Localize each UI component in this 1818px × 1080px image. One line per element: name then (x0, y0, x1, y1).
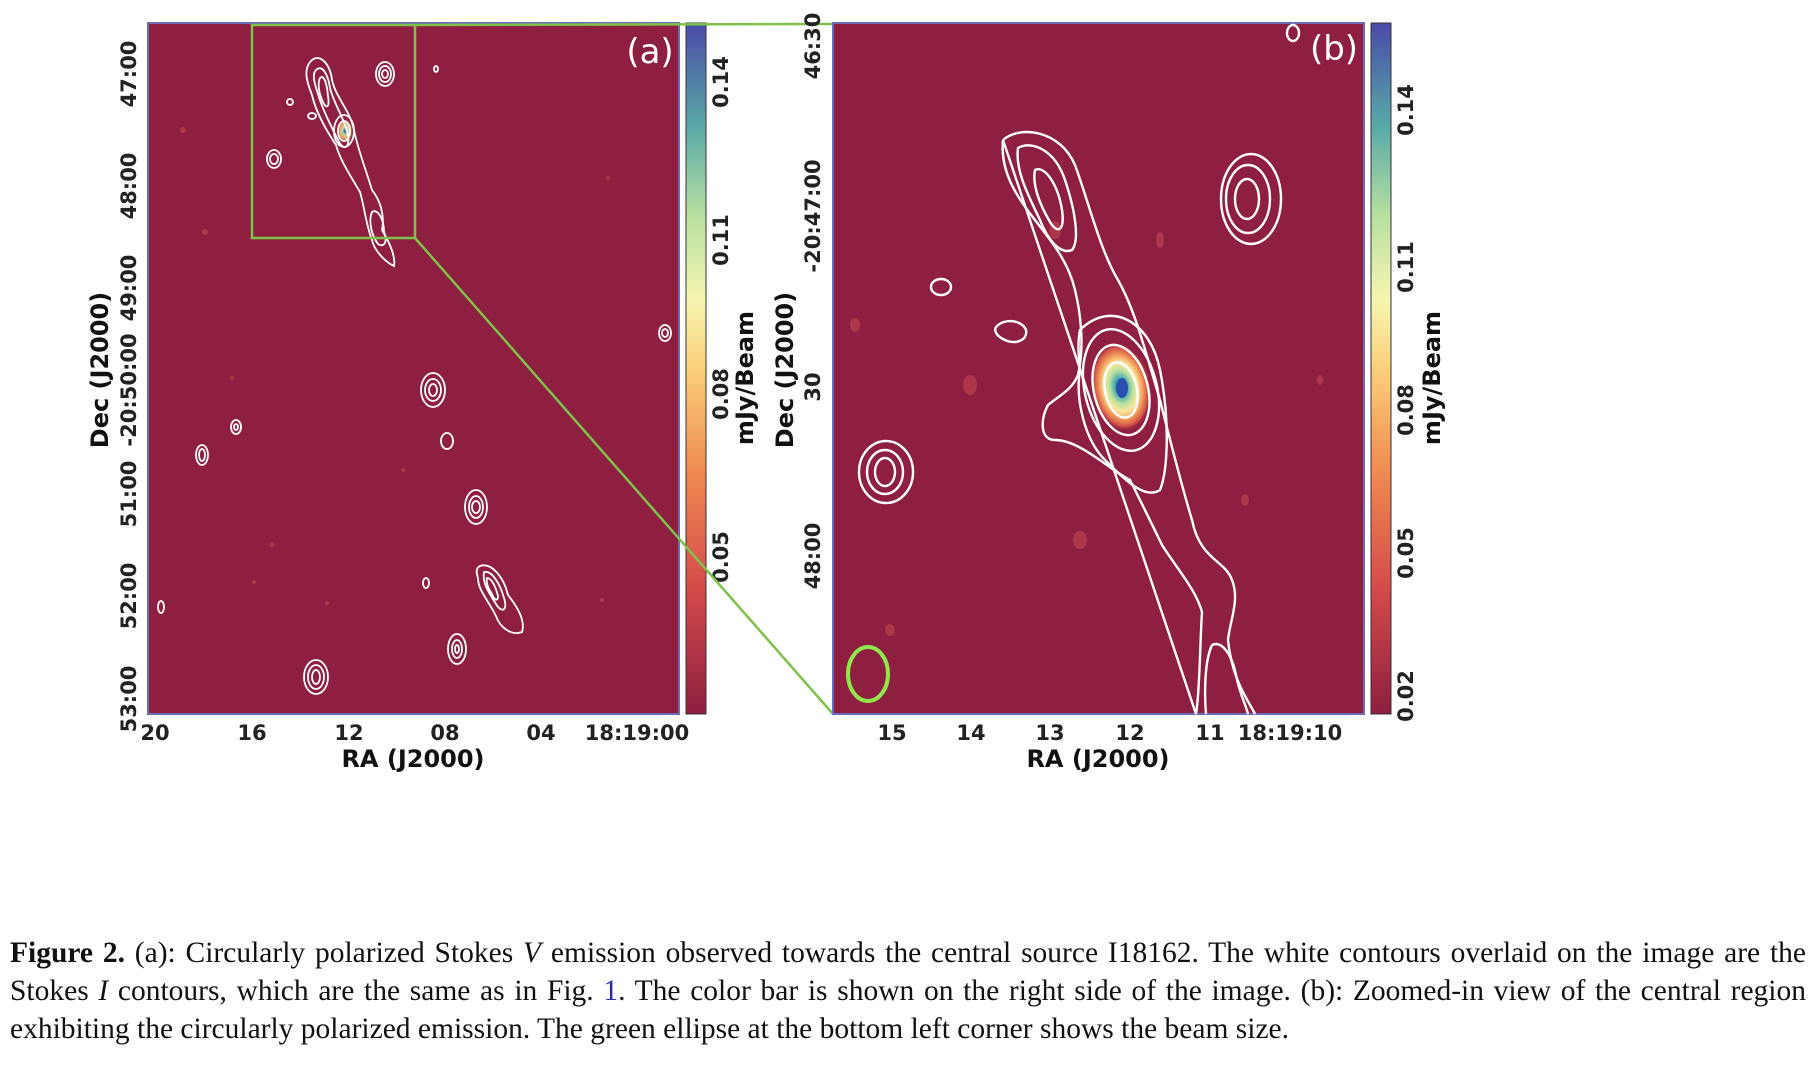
tick-label: 0.05 (1394, 527, 1418, 579)
tick-label: 16 (237, 721, 266, 745)
panel-a-dec-ticks: 47:00 48:00 49:00 -20:50:00 51:00 52:00 … (117, 41, 141, 733)
tick-label: 11 (1195, 721, 1224, 745)
panel-a: (a) 20 16 12 08 04 18:19:00 RA (J2000) 4… (86, 22, 759, 773)
panel-a-ra-ticks: 20 16 12 08 04 18:19:00 (140, 721, 689, 745)
panel-a-colorbar (685, 22, 707, 715)
tick-label: 20 (140, 721, 169, 745)
tick-label: 46:30 (801, 13, 825, 80)
panel-a-label: (a) (626, 32, 673, 72)
tick-label: 18:19:10 (1238, 721, 1342, 745)
caption-text: (a): Circularly polarized Stokes (124, 937, 524, 969)
panel-a-colorbar-label: mJy/Beam (731, 311, 759, 445)
tick-label: 53:00 (117, 666, 141, 733)
tick-label: 0.11 (709, 214, 733, 266)
panel-a-colorbar-ticks: 0.14 0.11 0.08 0.05 (709, 56, 733, 583)
panel-b: (b) 15 14 13 12 11 18:19:10 RA (J2000) 4… (771, 13, 1446, 773)
panel-b-label: (b) (1310, 29, 1358, 69)
tick-label: 47:00 (117, 41, 141, 108)
tick-label: 0.14 (709, 56, 733, 108)
tick-label: 51:00 (117, 461, 141, 528)
tick-label: 48:00 (801, 523, 825, 590)
panel-a-noise (180, 127, 610, 605)
tick-label: 0.02 (1394, 670, 1418, 722)
tick-label: 0.08 (1394, 384, 1418, 436)
caption-var: V (523, 937, 542, 969)
tick-label: 30 (801, 372, 825, 401)
tick-label: 52:00 (117, 563, 141, 630)
panel-b-ylabel: Dec (J2000) (771, 292, 799, 448)
caption-text: . The color bar is shown on the right si… (10, 975, 1806, 1045)
caption-var: I (98, 975, 109, 1007)
panel-b-colorbar (1370, 22, 1392, 715)
beam-ellipse (846, 645, 890, 703)
panel-b-colorbar-ticks: 0.14 0.11 0.08 0.05 0.02 (1394, 84, 1418, 722)
panel-b-xlabel: RA (J2000) (1026, 745, 1169, 773)
panel-a-ylabel: Dec (J2000) (86, 292, 114, 448)
panel-b-contours (857, 23, 1301, 715)
figure-label: Figure 2. (10, 937, 125, 969)
tick-label: 14 (956, 721, 985, 745)
panel-b-colorbar-label: mJy/Beam (1418, 311, 1446, 445)
figure-ref-link[interactable]: 1 (603, 975, 619, 1007)
tick-label: 0.14 (1394, 84, 1418, 136)
panel-a-xlabel: RA (J2000) (341, 745, 484, 773)
tick-label: 13 (1035, 721, 1064, 745)
tick-label: 0.11 (1394, 241, 1418, 293)
panel-b-noise (850, 221, 1323, 636)
tick-label: 0.05 (709, 531, 733, 583)
panel-a-contours (157, 57, 672, 695)
tick-label: 48:00 (117, 153, 141, 220)
tick-label: 04 (526, 721, 555, 745)
tick-label: 18:19:00 (585, 721, 689, 745)
figure-caption: Figure 2. (a): Circularly polarized Stok… (10, 934, 1806, 1048)
tick-label: 12 (334, 721, 363, 745)
panel-b-dec-ticks: 46:30 -20:47:00 30 48:00 (801, 13, 825, 590)
zoom-box (250, 23, 417, 240)
tick-label: 49:00 (117, 255, 141, 322)
tick-label: 08 (430, 721, 459, 745)
tick-label: -20:47:00 (801, 159, 825, 272)
caption-text: emission observed towards the central so… (10, 937, 1806, 1007)
tick-label: 0.08 (709, 368, 733, 420)
figure-image: (a) 20 16 12 08 04 18:19:00 RA (J2000) 4… (86, 13, 1446, 773)
zoom-connectors (414, 22, 834, 715)
tick-label: 15 (877, 721, 906, 745)
tick-label: 12 (1115, 721, 1144, 745)
panel-b-peak (1116, 378, 1128, 398)
panel-b-ra-ticks: 15 14 13 12 11 18:19:10 (877, 721, 1342, 745)
tick-label: -20:50:00 (117, 333, 141, 446)
panel-a-map (147, 22, 680, 715)
caption-text: contours, which are the same as in Fig. (108, 975, 604, 1007)
